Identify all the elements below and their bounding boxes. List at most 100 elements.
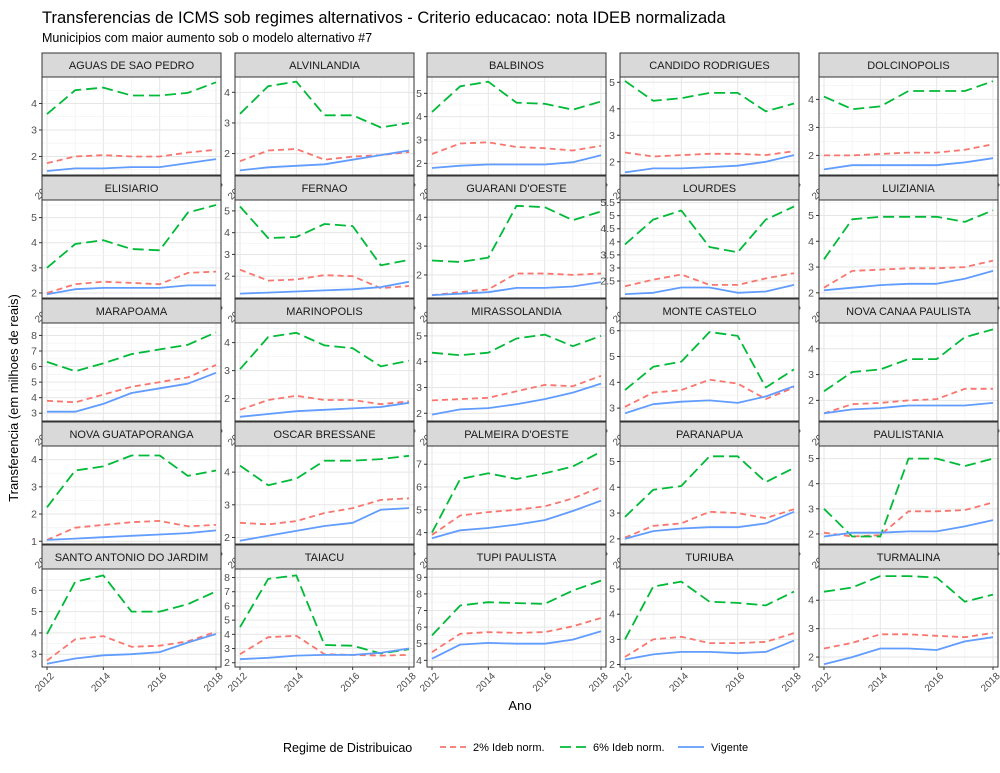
series-line-vig [431,630,602,660]
series-line-2pct [624,632,795,658]
y-tick-label: 4 [609,377,615,389]
y-tick-label: 4 [224,467,230,479]
y-tick-label: 5 [416,504,422,516]
y-tick-label: 3 [609,130,615,142]
x-tick-label: 2018 [587,671,611,695]
y-tick-label: 2 [224,148,230,160]
y-tick-label: 6 [31,585,37,597]
series-line-6pct [46,574,217,635]
x-tick-label: 2012 [810,671,834,695]
facet-strip [818,298,999,324]
facet-strip [234,52,415,78]
series-line-vig [46,633,217,665]
y-tick-label: 3 [224,499,230,511]
y-tick-label: 4 [808,478,814,490]
series-line-6pct [624,80,795,113]
y-tick-label: 4 [224,337,230,349]
y-tick-label: 8 [31,330,37,342]
y-tick-label: 2 [808,652,814,664]
facet-panel: SANTO ANTONIO DO JARDIM 3 4 5 6 2012 2014 2016 2… [31,544,226,694]
series-line-6pct [823,328,994,393]
y-tick-label: 4 [31,627,37,639]
series-line-vig [239,280,410,295]
y-tick-label: 6 [609,325,615,337]
facet-strip [619,175,800,201]
y-tick-label: 4 [609,609,615,621]
facet-label: DOLCINOPOLIS [867,60,950,72]
y-tick-label: 2 [224,271,230,283]
series-line-6pct [431,80,602,113]
y-tick-label: 4 [808,343,814,355]
y-tick-label: 5 [609,77,615,89]
series-line-6pct [624,205,795,254]
series-line-2pct [823,387,993,415]
y-tick-label: 3.5 [600,249,615,261]
y-tick-label: 2 [31,287,37,299]
y-tick-label: 5.5 [600,197,615,209]
y-tick-label: 4.5 [600,223,615,235]
series-line-2pct [239,394,410,411]
series-line-6pct [46,81,217,115]
y-tick-label: 3 [224,249,230,261]
facet-label: MONTE CASTELO [662,306,757,318]
series-line-6pct [431,579,602,637]
x-tick-label: 2014 [282,671,306,695]
facet-panel: MARAPOAMA3456782012201420162018 [31,298,226,448]
panel-border [426,445,607,545]
series-line-vig [239,507,410,542]
x-tick-label: 2014 [667,671,691,695]
y-tick-label: 4 [609,482,615,494]
series-line-vig [431,382,602,416]
facet-panel: TAIACU 2 3 4 5 6 7 8 2012 2014 2016 2018 [224,544,419,695]
y-tick-label: 2 [808,150,814,162]
facet-panel: PARANAPUA23452012201420162018 [609,421,804,571]
facet-strip [818,421,999,447]
panel-border [234,322,415,422]
facet-strip [426,52,607,78]
y-tick-label: 4 [31,237,37,249]
panel-border [234,445,415,545]
series-line-vig [624,639,795,661]
series-line-2pct [431,617,602,653]
series-line-6pct [823,80,994,111]
y-tick-label: 4 [808,595,814,607]
series-line-2pct [46,148,217,164]
series-line-vig [46,529,217,541]
series-line-vig [624,154,795,174]
panel-border [426,322,607,422]
y-tick-label: 5 [609,351,615,363]
series-line-vig [624,385,795,415]
y-tick-label: 2 [224,532,230,544]
y-tick-label: 5 [224,205,230,217]
series-line-2pct [46,270,217,294]
x-tick-label: 2016 [724,671,748,695]
facet-label: TURMALINA [877,552,941,564]
series-line-6pct [239,80,410,129]
panel-border [234,568,415,668]
x-tick-label: 2016 [923,671,947,695]
y-tick-label: 5 [609,584,615,596]
facet-label: BALBINOS [489,60,544,72]
facet-strip [818,52,999,78]
series-line-6pct [823,209,994,260]
x-tick-label: 2016 [339,671,363,695]
y-tick-label: 5 [31,212,37,224]
y-tick-label: 8 [416,588,422,600]
series-line-6pct [624,580,795,640]
y-tick-label: 3 [416,135,422,147]
facet-strip [41,52,222,78]
panel-border [41,76,222,176]
x-tick-label: 2018 [979,671,1000,695]
series-line-6pct [624,455,795,518]
facet-label: ELISIARIO [105,183,159,195]
series-line-vig [823,270,994,292]
y-tick-label: 3 [416,382,422,394]
facet-label: LOURDES [683,183,736,195]
facet-strip [41,421,222,447]
y-tick-label: 3 [31,481,37,493]
facet-label: TAIACU [305,552,345,564]
chart-subtitle: Municipios com maior aumento sob o model… [42,31,372,45]
y-tick-label: 8 [224,572,230,584]
panel-border [619,199,800,299]
series-line-6pct [431,333,602,357]
